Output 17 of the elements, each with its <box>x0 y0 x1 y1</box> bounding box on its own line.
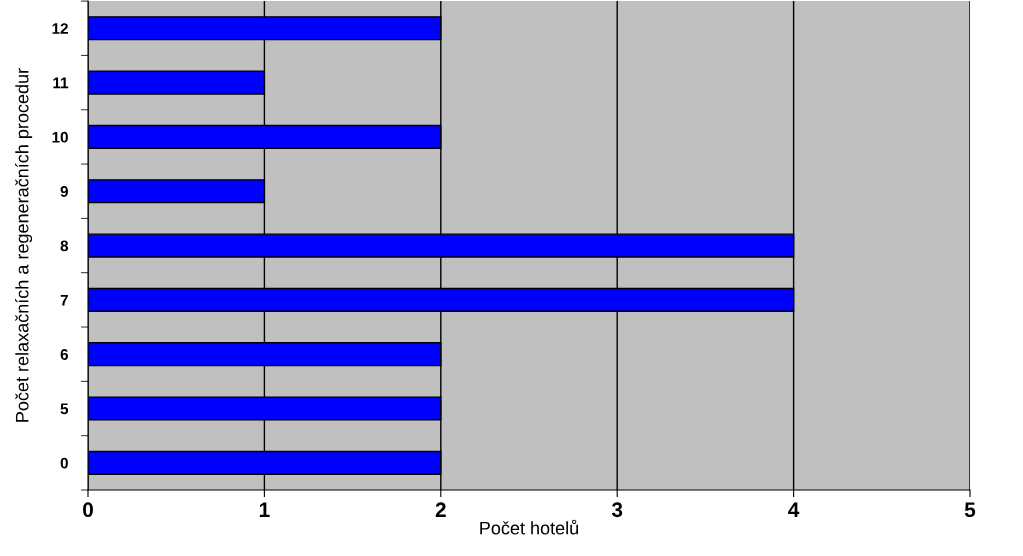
x-axis-title: Počet hotelů <box>480 519 578 535</box>
x-tick-label: 1 <box>259 502 270 517</box>
y-tick-label: 11 <box>53 77 69 89</box>
y-tick-label: 10 <box>52 131 68 143</box>
y-tick-label: 8 <box>60 240 69 252</box>
y-tick-label: 0 <box>60 457 68 469</box>
y-axis-title: Počet relaxačních a regeneračních procedur <box>15 68 33 422</box>
x-tick-label: 3 <box>611 502 623 518</box>
y-tick-label: 5 <box>60 403 69 415</box>
x-tick-label: 2 <box>435 502 446 517</box>
y-tick-label: 7 <box>60 294 68 306</box>
y-tick-label: 6 <box>60 349 68 360</box>
x-tick-label: 5 <box>964 502 976 518</box>
y-tick-label: 12 <box>52 23 68 34</box>
x-tick-label: 4 <box>788 502 800 517</box>
x-tick-label: 0 <box>83 502 93 518</box>
y-tick-label: 9 <box>60 186 68 197</box>
